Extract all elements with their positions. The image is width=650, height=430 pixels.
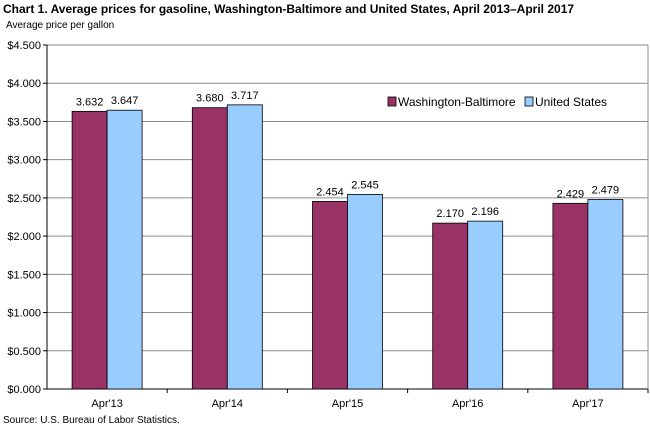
- y-tick-label: $3.500: [7, 116, 41, 128]
- source-note: Source: U.S. Bureau of Labor Statistics.: [3, 415, 180, 426]
- x-tick-label: Apr'17: [572, 398, 603, 410]
- bar-washington-baltimore: [71, 110, 108, 390]
- data-label: 2.545: [351, 179, 379, 191]
- y-tick-label: $4.000: [7, 78, 41, 90]
- data-label: 2.170: [436, 208, 464, 220]
- data-label: 2.196: [471, 206, 499, 218]
- legend-label-washington-baltimore: Washington-Baltimore: [398, 95, 516, 109]
- data-label: 2.429: [557, 188, 585, 200]
- legend-label-united-states: United States: [535, 95, 607, 109]
- bar-united-states: [347, 194, 383, 390]
- bar-united-states: [587, 199, 624, 390]
- legend-swatch-washington-baltimore: [387, 96, 397, 107]
- y-tick-label: $2.000: [7, 231, 41, 243]
- y-tick-label: $2.500: [7, 193, 41, 205]
- bar-washington-baltimore: [312, 201, 348, 390]
- x-tick-label: Apr'14: [212, 398, 243, 410]
- data-label: 3.632: [76, 96, 104, 108]
- data-label: 3.647: [111, 95, 139, 107]
- y-tick-label: $0.500: [7, 346, 41, 358]
- bar-united-states: [467, 220, 504, 390]
- chart-title: Chart 1. Average prices for gasoline, Wa…: [3, 2, 575, 16]
- y-tick-label: $4.500: [7, 40, 41, 52]
- y-axis-label: Average price per gallon: [6, 20, 114, 31]
- data-label: 2.479: [592, 184, 620, 196]
- data-label: 3.717: [231, 90, 259, 102]
- y-tick-label: $1.500: [7, 269, 41, 281]
- x-tick-label: Apr'15: [332, 398, 363, 410]
- y-tick-label: $0.000: [7, 384, 41, 396]
- bar-washington-baltimore: [191, 107, 228, 390]
- x-tick-label: Apr'16: [452, 398, 483, 410]
- bar-washington-baltimore: [552, 202, 589, 390]
- data-label: 2.454: [316, 186, 344, 198]
- legend-swatch-united-states: [524, 96, 534, 107]
- bar-washington-baltimore: [432, 222, 469, 390]
- y-tick-label: $3.000: [7, 155, 41, 167]
- y-tick-label: $1.000: [7, 308, 41, 320]
- bar-united-states: [106, 109, 143, 390]
- data-label: 3.680: [196, 93, 224, 105]
- x-tick-label: Apr'13: [91, 398, 122, 410]
- bar-united-states: [226, 104, 263, 390]
